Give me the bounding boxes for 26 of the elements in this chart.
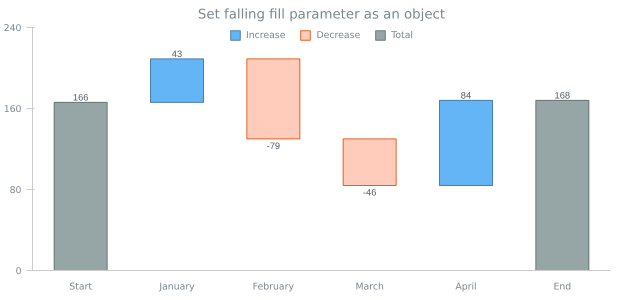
y-tick-label: 80 xyxy=(10,185,22,196)
y-tick-label: 160 xyxy=(4,104,22,115)
bar xyxy=(246,58,300,140)
legend-label: Total xyxy=(391,30,414,40)
text: 166 xyxy=(72,92,88,102)
x-tick-label: April xyxy=(455,282,477,292)
y-tick-label: 240 xyxy=(4,23,22,34)
x-tick-label: End xyxy=(553,282,572,292)
bar xyxy=(150,58,204,103)
x-tick-label: March xyxy=(355,282,384,292)
text: -46 xyxy=(362,187,376,198)
bar xyxy=(439,100,493,186)
x-tick-label: Start xyxy=(69,282,92,292)
chart-title: Set falling fill parameter as an object xyxy=(198,8,446,22)
text: 84 xyxy=(460,90,472,100)
y-tick-label: 0 xyxy=(16,266,22,277)
bar xyxy=(54,102,108,270)
x-tick-label: February xyxy=(252,282,294,292)
text: 168 xyxy=(554,90,570,100)
legend-label: Decrease xyxy=(316,30,360,40)
text: -79 xyxy=(266,140,280,151)
bar xyxy=(535,100,590,270)
x-tick-label: January xyxy=(158,282,196,292)
legend-label: Increase xyxy=(246,30,286,40)
bar xyxy=(342,138,397,186)
text: 43 xyxy=(172,48,182,59)
